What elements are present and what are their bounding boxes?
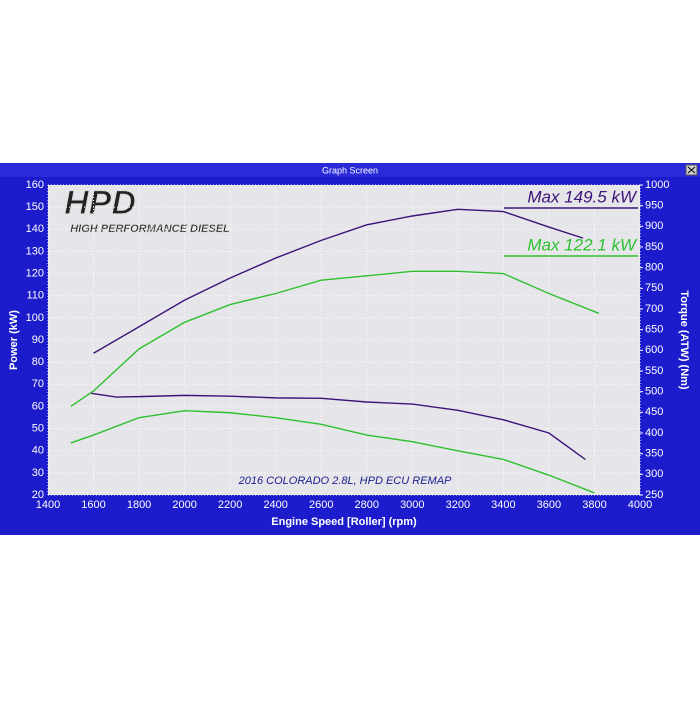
x-tick-label: 1800 (127, 499, 151, 511)
y-tick-label: 90 (32, 334, 44, 346)
y-tick-label: 160 (26, 179, 44, 191)
y2-tick-label: 900 (645, 220, 663, 232)
y2-tick-label: 600 (645, 344, 663, 356)
y2-tick-label: 400 (645, 427, 663, 439)
y2-tick-label: 300 (645, 468, 663, 480)
y2-tick-label: 750 (645, 282, 663, 294)
title-bar (0, 163, 700, 177)
max-annotation: Max 122.1 kW (527, 235, 638, 254)
max-annotation: Max 149.5 kW (527, 187, 638, 206)
y-tick-label: 150 (26, 201, 44, 213)
data-line (70, 270, 600, 408)
y-tick-label: 120 (26, 267, 44, 279)
y-tick-label: 70 (32, 378, 44, 390)
y2-tick-label: 250 (645, 489, 663, 501)
y-axis-label: Power (kW) (8, 310, 20, 370)
y-tick-label: 140 (26, 223, 44, 235)
x-axis-label: Engine Speed [Roller] (rpm) (271, 516, 417, 528)
logo-title: HPD (64, 184, 136, 222)
y2-tick-label: 650 (645, 324, 663, 336)
x-tick-label: 3400 (491, 499, 515, 511)
x-tick-label: 4000 (628, 499, 652, 511)
y-tick-label: 100 (26, 312, 44, 324)
x-tick-label: 2200 (218, 499, 242, 511)
y2-tick-label: 500 (645, 386, 663, 398)
y-tick-label: 40 (32, 445, 44, 457)
chart-annotation: 2016 COLORADO 2.8L, HPD ECU REMAP (238, 475, 452, 487)
y2-tick-label: 950 (645, 200, 663, 212)
data-line (91, 392, 586, 461)
y-tick-label: 130 (26, 245, 44, 257)
y-tick-label: 50 (32, 422, 44, 434)
data-line (93, 208, 584, 354)
x-tick-label: 1600 (81, 499, 105, 511)
y2-tick-label: 800 (645, 262, 663, 274)
x-tick-label: 2800 (355, 499, 379, 511)
y2-tick-label: 350 (645, 448, 663, 460)
plot-area (48, 185, 640, 495)
y2-tick-label: 850 (645, 241, 663, 253)
y2-tick-label: 550 (645, 365, 663, 377)
x-tick-label: 2400 (263, 499, 287, 511)
y-tick-label: 80 (32, 356, 44, 368)
x-tick-label: 2600 (309, 499, 333, 511)
x-tick-label: 3800 (582, 499, 606, 511)
window-title: Graph Screen (322, 165, 378, 175)
y-tick-label: 20 (32, 489, 44, 501)
x-tick-label: 1400 (36, 499, 60, 511)
y2-axis-label: Torque (ATW) (Nm) (678, 290, 690, 390)
close-icon (687, 166, 696, 174)
x-tick-label: 3200 (446, 499, 470, 511)
y2-tick-label: 450 (645, 406, 663, 418)
y-tick-label: 60 (32, 400, 44, 412)
y-tick-label: 30 (32, 467, 44, 479)
y-tick-label: 110 (26, 290, 44, 302)
y2-tick-label: 700 (645, 303, 663, 315)
x-tick-label: 2000 (172, 499, 196, 511)
y2-tick-label: 1000 (645, 179, 669, 191)
data-line (70, 409, 595, 494)
x-tick-label: 3600 (537, 499, 561, 511)
x-tick-label: 3000 (400, 499, 424, 511)
